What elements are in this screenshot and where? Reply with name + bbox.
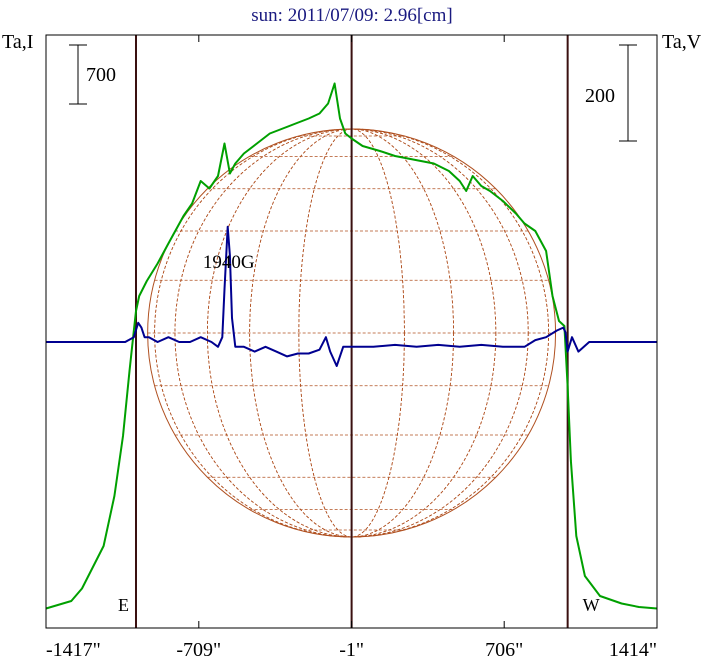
intensity-series-line xyxy=(45,82,658,610)
limb-label-W: W xyxy=(583,595,600,615)
right-scale-bar: 200 xyxy=(585,44,637,142)
limb-label-E: E xyxy=(118,595,129,615)
right-scale-bar-label: 200 xyxy=(585,85,615,107)
x-tick-label: -1417" xyxy=(46,639,101,661)
left-scale-bar-label: 700 xyxy=(86,64,116,86)
x-axis-ticks: -1417" -709" -1" 706" 1414" xyxy=(45,35,658,661)
right-axis-label: Ta,V xyxy=(662,31,702,53)
left-scale-bar: 700 xyxy=(69,44,116,105)
x-tick-label: 1414" xyxy=(609,639,657,661)
series xyxy=(45,82,658,610)
polarization-series-line xyxy=(46,225,657,367)
left-axis-label: Ta,I xyxy=(2,31,33,53)
x-tick-label: 706" xyxy=(485,639,523,661)
x-tick-label: -709" xyxy=(176,639,221,661)
annotation-label: 1940G xyxy=(203,252,255,273)
limb-lines xyxy=(134,35,569,628)
longitude-line xyxy=(298,128,405,538)
chart-title: sun: 2011/07/09: 2.96[cm] xyxy=(251,5,452,26)
x-tick-label: -1" xyxy=(339,639,364,661)
longitude-line xyxy=(154,128,550,538)
annotations: E W 1940G xyxy=(118,252,600,615)
